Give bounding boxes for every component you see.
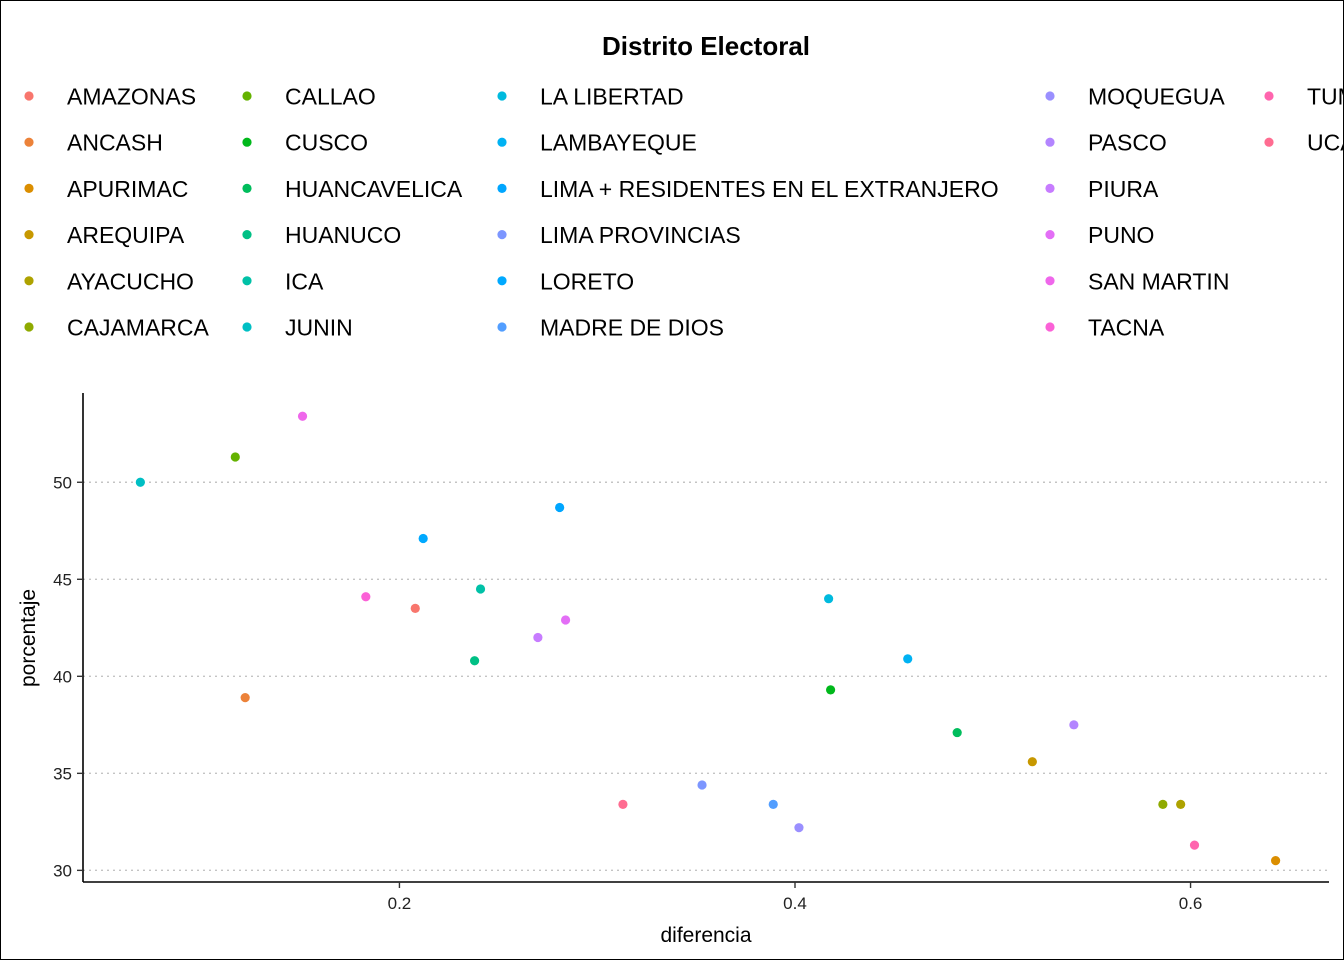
data-point [826,685,836,695]
legend-key [1045,183,1055,193]
legend-key [242,137,252,147]
legend-key [497,137,507,147]
axes [82,393,1329,883]
legend-label: CUSCO [285,130,368,156]
data-point [230,452,240,462]
legend-key [497,183,507,193]
legend-label: LAMBAYEQUE [540,130,697,156]
legend-label: PUNO [1088,222,1154,248]
legend-key [497,276,507,286]
legend-label: APURIMAC [67,176,188,202]
data-point [418,533,428,544]
legend: AMAZONAS ANCASH APURIMAC AREQUIPA AYACUCHO CA… [24,84,1343,341]
legend-key [1045,230,1055,240]
legend-key [24,230,34,240]
legend-label: LA LIBERTAD [540,84,684,110]
legend-label: ICA [285,268,324,294]
legend-label: AMAZONAS [67,84,196,110]
data-point [135,477,145,487]
data-point [240,693,250,703]
legend-key [242,230,252,240]
x-tick-label: 0.4 [783,894,807,913]
legend-key [497,91,507,101]
data-point [1189,840,1200,850]
legend-label: HUANCAVELICA [285,176,463,202]
x-axis-title: diferencia [660,924,751,947]
data-point [1271,856,1281,866]
legend-key [1045,137,1055,147]
y-tick-label: 40 [53,667,72,686]
legend-key [242,91,252,101]
legend-key [242,276,252,286]
y-tick-label: 35 [53,764,72,783]
data-point [555,502,565,513]
legend-key [242,183,252,193]
data-point [297,411,308,421]
legend-label: PIURA [1088,176,1159,202]
legend-label: LIMA PROVINCIAS [540,222,741,248]
ticks: 30 35 40 45 50 0.2 0.4 0.6 [53,473,1202,913]
legend-label: MOQUEGUA [1088,84,1225,110]
data-point [560,615,571,625]
grid-lines [83,481,1329,872]
legend-key [24,183,34,193]
x-tick-label: 0.6 [1179,894,1203,913]
y-tick-label: 50 [53,473,72,492]
legend-label: AREQUIPA [67,222,185,248]
data-point [618,799,628,809]
data-points [135,411,1281,866]
legend-key [24,91,34,101]
legend-key [497,322,507,332]
legend-key [24,137,34,147]
legend-label: CALLAO [285,84,376,110]
y-axis-title: porcentaje [17,589,40,687]
legend-key [1045,91,1055,101]
legend-label: CAJAMARCA [67,315,210,341]
data-point [903,654,913,664]
legend-key [242,322,252,332]
legend-label: LIMA + RESIDENTES EN EL EXTRANJERO [540,176,999,202]
legend-label: AYACUCHO [67,268,194,294]
legend-label: SAN MARTIN [1088,268,1229,294]
legend-key [24,322,34,332]
legend-label: HUANUCO [285,222,401,248]
legend-key [497,230,507,240]
data-point [533,632,543,643]
data-point [1158,799,1168,809]
legend-label: TUMBES [1307,84,1343,110]
legend-key [1264,91,1274,101]
data-point [794,823,804,833]
legend-title: Distrito Electoral [602,31,810,61]
legend-label: ANCASH [67,130,163,156]
legend-key [24,276,34,286]
data-point [768,799,778,809]
data-point [1027,757,1037,767]
data-point [824,594,834,604]
legend-key [1045,276,1055,286]
legend-label: JUNIN [285,315,353,341]
data-point [1069,720,1079,730]
data-point [361,592,371,602]
legend-label: UCAYALI [1307,130,1343,156]
y-tick-label: 30 [53,861,72,880]
legend-label: TACNA [1088,315,1165,341]
legend-key [1045,322,1055,332]
legend-label: MADRE DE DIOS [540,315,724,341]
data-point [470,656,480,666]
y-tick-label: 45 [53,570,72,589]
data-point [952,727,962,738]
legend-label: PASCO [1088,130,1167,156]
data-point [1176,799,1186,809]
data-point [697,780,707,790]
legend-key [1264,137,1274,147]
x-tick-label: 0.2 [388,894,412,913]
legend-label: LORETO [540,268,634,294]
data-point [475,584,486,594]
data-point [410,603,420,613]
